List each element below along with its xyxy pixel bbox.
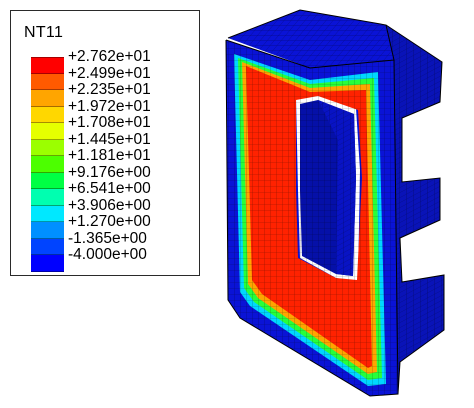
legend-swatch — [31, 189, 64, 206]
legend-value-label: -1.365e+00 — [68, 229, 147, 247]
legend-value-label: +2.499e+01 — [68, 64, 151, 82]
legend-swatch — [31, 205, 64, 222]
model-outline — [225, 9, 445, 397]
model-top-face — [228, 10, 394, 68]
legend-value-label: +6.541e+00 — [68, 180, 151, 197]
legend-value-label: +1.181e+01 — [68, 147, 151, 164]
legend-swatch — [31, 90, 64, 107]
legend-swatch — [31, 238, 64, 255]
legend-color-scale — [31, 57, 64, 272]
model-front-face — [226, 40, 398, 396]
legend-swatch — [31, 123, 64, 140]
legend-value-labels: +2.762e+01 +2.499e+01 +2.235e+01 +1.972e+01… — [68, 48, 151, 264]
legend-title: NT11 — [24, 24, 64, 41]
legend-swatch — [31, 156, 64, 173]
legend-swatch — [31, 139, 64, 156]
legend-swatch — [31, 57, 64, 74]
legend-value-label: +2.235e+01 — [68, 81, 151, 98]
legend-swatch — [31, 172, 64, 189]
legend-value-label: +1.445e+01 — [68, 130, 151, 148]
model-side-face — [300, 10, 444, 394]
legend-value-label: -4.000e+00 — [68, 246, 147, 263]
legend-value-label: +1.972e+01 — [68, 97, 151, 115]
legend-swatch — [31, 73, 64, 90]
legend-value-label: +1.270e+00 — [68, 213, 151, 230]
legend-swatch — [31, 106, 64, 123]
model-opening-wall — [318, 100, 356, 276]
legend-value-label: +9.176e+00 — [68, 163, 151, 181]
legend-value-label: +2.762e+01 — [68, 48, 151, 65]
legend-value-label: +1.708e+01 — [68, 114, 151, 131]
legend-swatch — [31, 222, 64, 239]
contour-legend: NT11 +2.762e+01 +2.499e+01 +2.235e+01 +1.97… — [10, 10, 200, 276]
legend-swatch — [31, 255, 64, 272]
legend-value-label: +3.906e+00 — [68, 196, 151, 214]
